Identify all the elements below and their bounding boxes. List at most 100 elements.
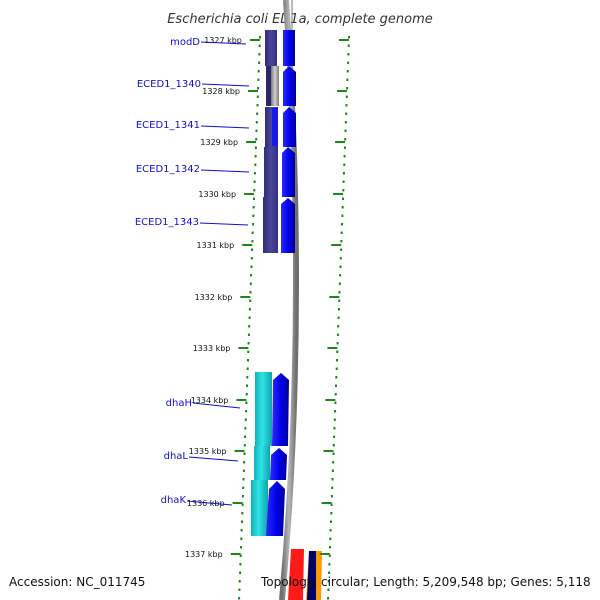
- outer-ring-dot: [340, 240, 343, 243]
- inner-ring-dot: [240, 537, 243, 540]
- outer-ring-dot: [337, 316, 340, 319]
- outer-ring-dot: [345, 112, 348, 115]
- inner-ring-dot: [254, 155, 257, 158]
- outer-ring-dot: [330, 495, 333, 498]
- outer-ring-dot: [336, 333, 339, 336]
- tick-label: 1337 kbp: [185, 550, 223, 559]
- outer-ring-dot: [327, 580, 330, 583]
- gene-arrow-modD: [283, 30, 295, 66]
- outer-ring-dot: [344, 121, 347, 124]
- inner-ring-dot: [246, 376, 249, 379]
- gene-label-leader: [188, 456, 239, 462]
- outer-ring-dot: [329, 529, 332, 532]
- cog-block-dhaL: [254, 446, 270, 480]
- tick-label: 1331 kbp: [196, 241, 234, 250]
- outer-ring-dot: [342, 197, 344, 200]
- accession-text: Accession: NC_011745: [9, 575, 145, 589]
- inner-ring-dot: [241, 520, 243, 523]
- outer-ring-dot: [328, 563, 331, 566]
- summary-text: Topology: circular; Length: 5,209,548 bp…: [260, 575, 591, 589]
- outer-ring-dot: [339, 257, 342, 260]
- outer-ring-dot: [343, 155, 346, 158]
- cog-block-eced1-1341-blue: [272, 108, 278, 146]
- inner-ring-dot: [240, 546, 242, 549]
- cog-block-modD: [265, 30, 277, 66]
- outer-ring-dot: [329, 546, 331, 549]
- inner-ring-dot: [241, 495, 244, 498]
- inner-ring-dot: [255, 138, 258, 141]
- gene-label: dhaL: [164, 451, 189, 462]
- tick-label: 1333 kbp: [193, 344, 231, 353]
- tick-label: 1327 kbp: [204, 36, 242, 45]
- inner-ring-dot: [257, 70, 260, 73]
- inner-ring-dot: [248, 316, 251, 319]
- inner-ring-dot: [254, 163, 257, 166]
- inner-ring-dot: [252, 214, 255, 217]
- outer-ring-dot: [335, 367, 338, 370]
- outer-ring-dot: [334, 393, 337, 396]
- gene-arrow-eced1-1340: [283, 66, 296, 106]
- inner-ring-dot: [243, 444, 246, 447]
- inner-ring-dot: [253, 180, 256, 183]
- inner-ring-dot: [239, 563, 242, 566]
- gene-arrow-eced1-1341: [283, 107, 296, 147]
- outer-ring-dot: [333, 435, 336, 438]
- page-title: Escherichia coli ED1a, complete genome: [167, 12, 433, 27]
- inner-ring-dot: [251, 248, 254, 251]
- cog-track: [251, 30, 279, 536]
- inner-ring-dot: [244, 418, 247, 421]
- inner-ring-dot: [243, 452, 246, 455]
- outer-ring-dot: [335, 384, 337, 387]
- inner-ring-dot: [238, 597, 241, 600]
- outer-ring-dot: [327, 588, 330, 591]
- inner-ring-dot: [257, 78, 260, 81]
- gene-label: modD: [170, 37, 200, 48]
- outer-ring-dot: [328, 571, 331, 574]
- gene-labels: modD ECED1_1340 ECED1_1341 ECED1_1342 ECED1_…: [135, 37, 250, 506]
- outer-ring-dot: [332, 452, 335, 455]
- outer-ring-dot: [347, 53, 350, 56]
- outer-ring-dot: [337, 308, 340, 311]
- outer-ring-dot: [348, 36, 350, 39]
- outer-ring-dot: [330, 520, 332, 523]
- inner-ring-dot: [254, 146, 257, 149]
- outer-ring-dot: [336, 350, 339, 353]
- inner-ring-dot: [243, 461, 246, 464]
- inner-ring-dot: [253, 172, 256, 175]
- inner-ring-dot: [255, 129, 258, 132]
- outer-ring-dot: [329, 537, 332, 540]
- gene-label: ECED1_1343: [135, 217, 199, 228]
- outer-ring-dot: [342, 189, 345, 192]
- inner-ring-dot: [253, 189, 256, 192]
- gene-block-navy: [307, 551, 316, 600]
- gene-track: [266, 30, 296, 536]
- inner-ring-dot: [248, 308, 251, 311]
- gene-arrow-eced1-1343: [281, 198, 295, 253]
- inner-ring-dot: [245, 393, 248, 396]
- outer-ring-dot: [339, 265, 342, 268]
- outer-ring-dot: [339, 274, 342, 277]
- outer-ring-dot: [334, 401, 337, 404]
- outer-ring-dot: [330, 503, 333, 506]
- inner-ring-dot: [238, 580, 241, 583]
- outer-ring-dot: [344, 138, 347, 141]
- outer-ring-dot: [340, 248, 343, 251]
- outer-ring-dot: [346, 78, 349, 81]
- tick-label: 1332 kbp: [195, 293, 233, 302]
- gene-label-leader: [200, 169, 250, 173]
- cog-block-dhaH: [255, 372, 272, 446]
- inner-ring-dot: [239, 554, 242, 557]
- inner-ring-dot: [257, 87, 260, 90]
- inner-ring-dot: [247, 333, 250, 336]
- gene-label: ECED1_1340: [137, 79, 201, 90]
- gene-label: dhaH: [166, 398, 192, 409]
- tick-label: 1330 kbp: [198, 190, 236, 199]
- inner-ring-dot: [249, 299, 252, 302]
- bottom-gene-blocks: [288, 549, 322, 600]
- inner-ring-dot: [240, 529, 243, 532]
- inner-ring-dot: [250, 257, 253, 260]
- inner-ring-dot: [244, 435, 247, 438]
- inner-ring-dot: [242, 478, 245, 481]
- gene-label: dhaK: [161, 495, 187, 506]
